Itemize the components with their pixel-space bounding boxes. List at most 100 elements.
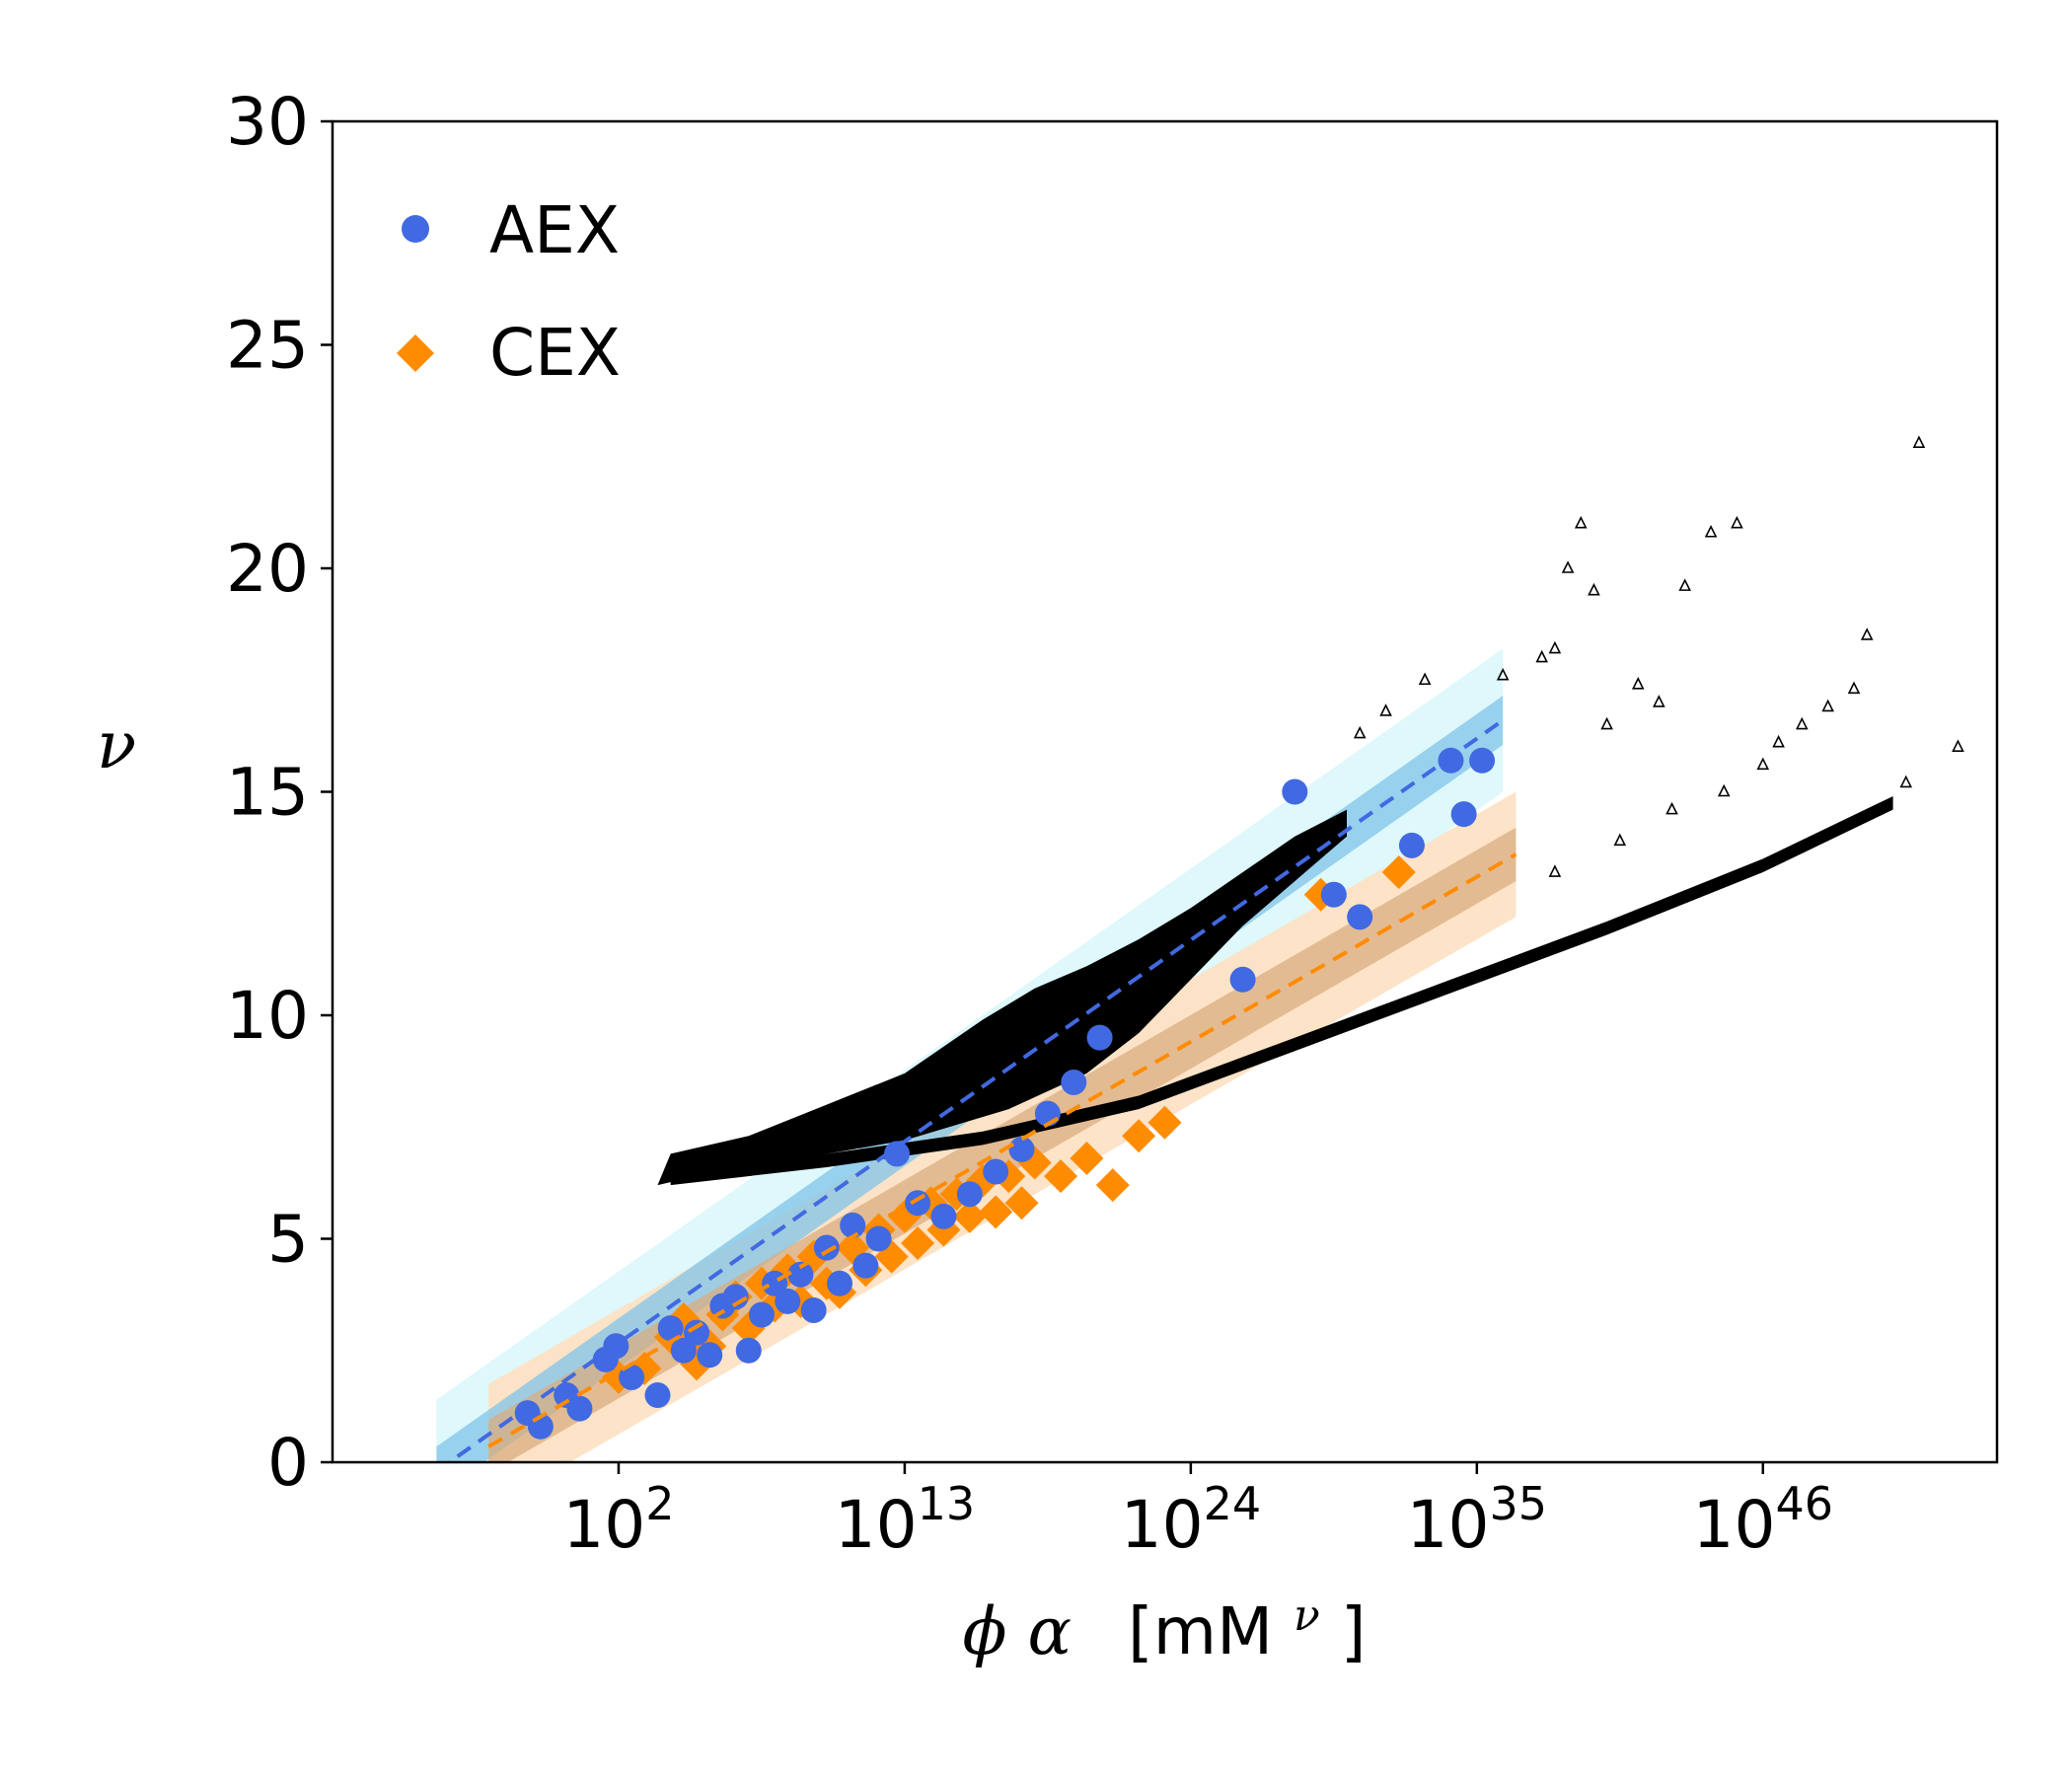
simulated-point: [1561, 560, 1575, 573]
x-tick-label: 102: [562, 1477, 674, 1563]
aex-point: [1086, 1024, 1113, 1051]
y-axis: 0 5 10 15 20 25 30: [226, 84, 333, 1501]
aex-point: [1320, 881, 1347, 908]
aex-point: [566, 1395, 593, 1422]
simulated-point: [1704, 524, 1718, 538]
cex-point: [901, 1226, 935, 1261]
aex-point: [619, 1364, 645, 1390]
aex-point: [684, 1319, 710, 1346]
simulated-point: [1548, 640, 1562, 654]
simulated-point: [1756, 757, 1770, 771]
y-tick-label: 5: [267, 1202, 309, 1278]
simulated-point: [1600, 716, 1613, 730]
simulated-points: [1353, 435, 1964, 877]
x-tick-label: 1035: [1407, 1477, 1548, 1563]
simulated-point: [1535, 649, 1549, 663]
cex-point: [979, 1195, 1013, 1229]
simulated-point: [1613, 833, 1627, 847]
simulated-point: [1588, 582, 1600, 596]
simulation-cloud: [657, 796, 1893, 1186]
cex-point: [1004, 1186, 1039, 1221]
aex-point: [1469, 747, 1496, 774]
simulated-point: [1717, 783, 1731, 797]
aex-point: [657, 1315, 684, 1342]
y-tick-label: 25: [226, 308, 309, 384]
cex-point: [1122, 1119, 1156, 1153]
aex-point: [865, 1225, 892, 1252]
aex-point: [956, 1181, 983, 1208]
aex-point: [1438, 747, 1464, 774]
aex-point: [930, 1203, 957, 1229]
x-axis-label-unit-exp: ν: [1294, 1591, 1320, 1641]
simulated-point: [1860, 628, 1874, 640]
legend: AEX CEX: [397, 192, 621, 391]
legend-marker-aex: [402, 215, 429, 243]
y-tick-label: 10: [226, 978, 309, 1054]
aex-point: [1282, 778, 1308, 805]
fit-lines: [445, 718, 1517, 1462]
aex-point: [644, 1382, 671, 1409]
simulated-point: [1631, 676, 1645, 690]
simulated-point: [1796, 716, 1809, 730]
simulated-point: [1772, 734, 1785, 748]
x-axis-label: ϕ α [mM ν ]: [963, 1570, 1367, 1669]
aex-point: [827, 1270, 853, 1296]
legend-entry-aex: AEX: [402, 192, 620, 268]
cex-point: [1044, 1159, 1078, 1194]
aex-point: [840, 1212, 866, 1238]
x-axis-label-unit-close: ]: [1341, 1593, 1367, 1669]
aex-point: [748, 1301, 775, 1328]
aex-point: [697, 1342, 723, 1369]
x-tick-label: 1024: [1121, 1477, 1262, 1563]
aex-point: [1008, 1136, 1035, 1162]
aex-point: [722, 1284, 749, 1310]
aex-fit-line: [445, 718, 1505, 1462]
aex-point: [735, 1337, 762, 1364]
aex-point: [1229, 966, 1256, 993]
cex-fit-line: [487, 852, 1517, 1448]
aex-point: [983, 1158, 1009, 1185]
simulated-point: [1665, 801, 1678, 815]
x-axis: 102 1013 1024 1035 1046: [562, 1462, 1833, 1563]
aex-point: [775, 1288, 801, 1314]
aex-points: [514, 747, 1496, 1440]
simulated-point: [1574, 515, 1588, 529]
y-tick-label: 0: [267, 1425, 309, 1501]
x-tick-label: 1013: [835, 1477, 976, 1563]
y-tick-label: 20: [226, 531, 309, 607]
simulated-point: [1912, 435, 1926, 448]
aex-point: [883, 1141, 910, 1167]
simulated-point: [1899, 775, 1913, 788]
aex-point: [787, 1261, 814, 1288]
simulated-point: [1821, 699, 1834, 712]
cex-point: [1381, 855, 1416, 890]
x-axis-label-unit: [mM: [1128, 1593, 1273, 1669]
x-tick-label: 1046: [1693, 1477, 1834, 1563]
simulated-point: [1496, 667, 1510, 681]
aex-point: [852, 1252, 879, 1279]
legend-entry-cex: CEX: [397, 315, 621, 391]
aex-point: [800, 1296, 827, 1323]
simulated-point: [1952, 739, 1964, 753]
cex-point: [1070, 1141, 1104, 1175]
simulated-point: [1379, 703, 1392, 716]
legend-label-aex: AEX: [489, 192, 620, 268]
simulation-cloud-upper: [657, 809, 1347, 1186]
simulated-point: [1731, 515, 1743, 529]
y-tick-label: 15: [226, 755, 309, 831]
simulated-point: [1548, 864, 1562, 877]
simulated-point: [1678, 578, 1691, 591]
simulated-point: [1418, 672, 1432, 686]
aex-point: [813, 1234, 840, 1261]
legend-marker-cex: [397, 334, 434, 372]
simulated-point: [1847, 681, 1861, 695]
cex-point: [1147, 1105, 1182, 1140]
aex-point: [1061, 1069, 1087, 1095]
cex-point: [952, 1199, 987, 1233]
plot-area: [331, 119, 1999, 1464]
aex-point: [1450, 801, 1477, 828]
legend-label-cex: CEX: [489, 315, 621, 391]
x-axis-label-symbols: ϕ α: [963, 1593, 1073, 1669]
simulated-point: [1653, 695, 1665, 707]
